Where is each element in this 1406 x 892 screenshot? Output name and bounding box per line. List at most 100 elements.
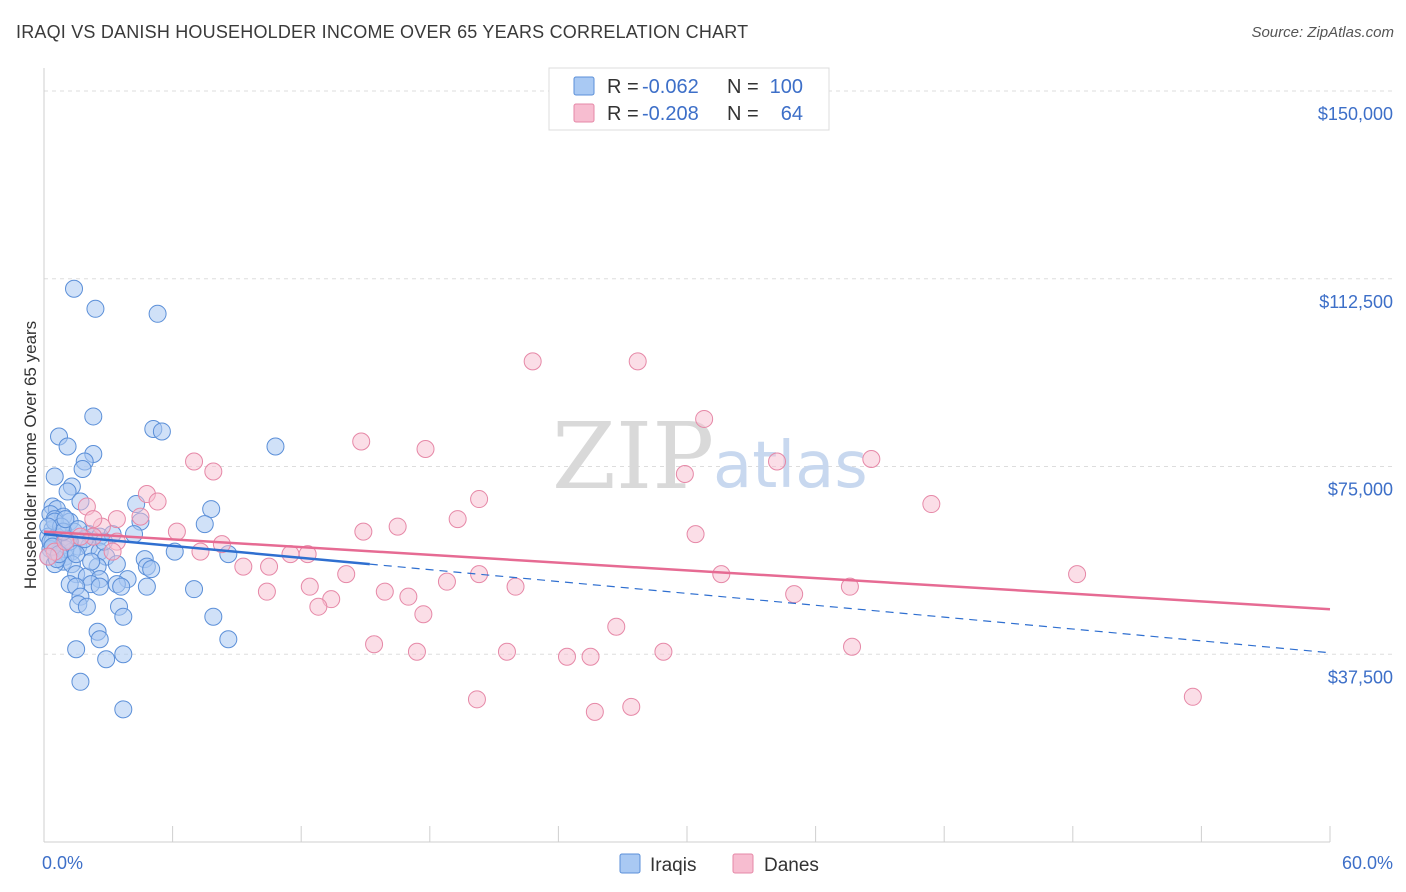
iraqi-point bbox=[125, 525, 144, 544]
y-tick-label: $150,000 bbox=[1318, 104, 1393, 124]
danes-label: Danes bbox=[764, 855, 819, 876]
iraqi-point bbox=[97, 650, 116, 669]
legend-n-label-iraqi: N = bbox=[727, 76, 759, 98]
danish-point bbox=[785, 585, 804, 604]
legend-r-label-danish: R = bbox=[607, 103, 639, 125]
danish-point bbox=[622, 697, 641, 716]
iraqi-point bbox=[86, 299, 105, 318]
danish-point bbox=[131, 507, 150, 526]
iraqi-point bbox=[114, 645, 133, 664]
iraqi-point bbox=[90, 630, 109, 649]
watermark: ZIP atlas bbox=[552, 403, 868, 510]
danish-point bbox=[354, 522, 373, 541]
danish-point bbox=[309, 597, 328, 616]
iraqi-point bbox=[71, 672, 90, 691]
danish-point bbox=[585, 702, 604, 721]
iraqi-point bbox=[90, 577, 109, 596]
iraqi-point bbox=[152, 422, 171, 441]
legend-r-label-iraqi: R = bbox=[607, 76, 639, 98]
danish-point bbox=[167, 522, 186, 541]
danish-point bbox=[470, 490, 489, 509]
danish-point bbox=[1068, 565, 1087, 584]
trend-lines bbox=[43, 530, 1331, 654]
danish-point bbox=[375, 582, 394, 601]
danish-point bbox=[107, 510, 126, 529]
y-axis-label: Householder Income Over 65 years bbox=[21, 321, 40, 589]
danish-point bbox=[523, 352, 542, 371]
iraqi-point bbox=[65, 279, 84, 298]
iraqi-point bbox=[67, 640, 86, 659]
iraqi-point bbox=[202, 500, 221, 519]
iraqi-point bbox=[58, 482, 77, 501]
danish-point bbox=[628, 352, 647, 371]
watermark-atlas: atlas bbox=[713, 429, 868, 503]
y-tick-label: $112,500 bbox=[1319, 292, 1393, 312]
danish-legend-swatch bbox=[573, 103, 595, 123]
series-legend: Iraqis Danes bbox=[619, 853, 819, 876]
danish-point bbox=[234, 557, 253, 576]
danish-point bbox=[675, 465, 694, 484]
danish-point bbox=[695, 409, 714, 428]
danish-point bbox=[260, 557, 279, 576]
iraqi-point bbox=[77, 597, 96, 616]
danish-trend-line bbox=[43, 530, 1331, 611]
y-tick-labels: $37,500 $75,000 $112,500 $150,000 bbox=[1318, 104, 1393, 687]
iraqi-trend-extension bbox=[369, 563, 1331, 654]
iraqis-swatch bbox=[619, 853, 641, 874]
danish-point bbox=[768, 452, 787, 471]
iraqi-point bbox=[114, 700, 133, 719]
watermark-zip: ZIP bbox=[552, 403, 714, 510]
iraqi-point bbox=[185, 580, 204, 599]
iraqi-point bbox=[137, 577, 156, 596]
y-tick-label: $37,500 bbox=[1328, 667, 1393, 687]
danish-point bbox=[506, 577, 525, 596]
danish-point bbox=[39, 547, 58, 566]
iraqi-point bbox=[56, 510, 75, 529]
iraqi-point bbox=[204, 607, 223, 626]
danish-point bbox=[300, 577, 319, 596]
iraqis-label: Iraqis bbox=[650, 855, 696, 876]
danish-point bbox=[497, 642, 516, 661]
iraqi-point bbox=[114, 607, 133, 626]
axes bbox=[43, 68, 1331, 843]
iraqi-point bbox=[195, 515, 214, 534]
correlation-legend: R = -0.062 N = 100 R = -0.208 N = 64 bbox=[548, 67, 830, 131]
legend-n-iraqi: 100 bbox=[770, 76, 803, 98]
legend-r-iraqi: -0.062 bbox=[642, 76, 699, 98]
iraqi-point bbox=[84, 407, 103, 426]
danish-point bbox=[281, 545, 300, 564]
x-tick-label-max: 60.0% bbox=[1342, 853, 1393, 873]
danish-point bbox=[337, 565, 356, 584]
danish-point bbox=[437, 572, 456, 591]
y-tick-label: $75,000 bbox=[1328, 480, 1393, 500]
danish-point bbox=[407, 642, 426, 661]
danish-point bbox=[607, 617, 626, 636]
iraqi-point bbox=[58, 437, 77, 456]
iraqi-trend-line bbox=[43, 532, 370, 566]
danes-swatch bbox=[732, 853, 754, 874]
iraqi-point bbox=[82, 552, 101, 571]
danish-point bbox=[470, 565, 489, 584]
danish-point bbox=[686, 525, 705, 544]
danish-point bbox=[467, 690, 486, 709]
danish-point bbox=[399, 587, 418, 606]
iraqi-point bbox=[219, 630, 238, 649]
danish-point bbox=[84, 510, 103, 529]
iraqi-point bbox=[112, 577, 131, 596]
danish-point bbox=[414, 605, 433, 624]
danish-point bbox=[352, 432, 371, 451]
danish-point bbox=[103, 542, 122, 561]
danish-point bbox=[204, 462, 223, 481]
danish-point bbox=[185, 452, 204, 471]
source-credit: Source: ZipAtlas.com bbox=[1251, 24, 1394, 41]
x-tick-labels: 0.0% 60.0% bbox=[42, 853, 1393, 873]
danish-point bbox=[840, 577, 859, 596]
danish-point bbox=[862, 450, 881, 468]
danish-point bbox=[581, 647, 600, 666]
legend-n-label-danish: N = bbox=[727, 103, 759, 125]
iraqi-point bbox=[142, 560, 161, 579]
danish-point bbox=[712, 565, 731, 584]
danish-point bbox=[365, 635, 384, 654]
danish-point bbox=[843, 637, 862, 656]
